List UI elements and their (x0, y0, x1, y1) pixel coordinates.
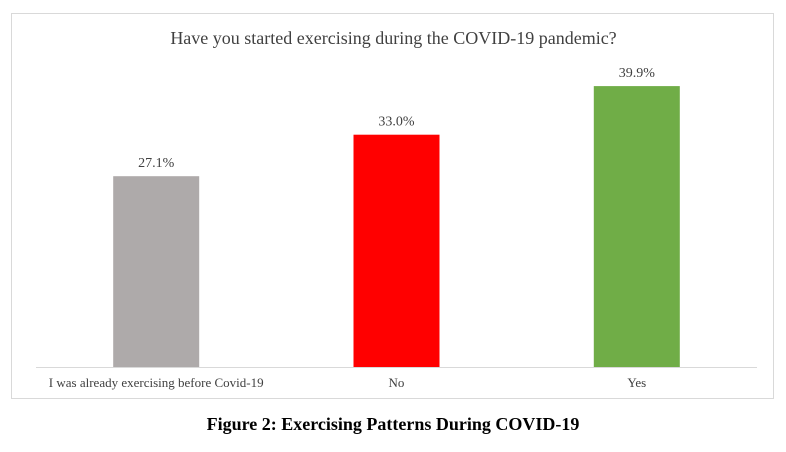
data-label-2: 33.0% (378, 115, 415, 130)
figure-caption: Figure 2: Exercising Patterns During COV… (206, 414, 580, 434)
category-label-1: I was already exercising before Covid-19 (49, 375, 264, 390)
category-label-2: No (389, 375, 405, 390)
bar-chart: 27.1% I was already exercising before Cov… (36, 66, 757, 390)
bar-1 (113, 176, 200, 367)
chart-title: Have you started exercising during the C… (170, 28, 617, 48)
bar-3 (593, 86, 680, 367)
category-label-3: Yes (627, 375, 646, 390)
bar-2 (353, 134, 440, 367)
data-label-3: 39.9% (619, 66, 656, 81)
data-label-1: 27.1% (138, 156, 175, 171)
chart-frame: Have you started exercising during the C… (11, 13, 774, 399)
